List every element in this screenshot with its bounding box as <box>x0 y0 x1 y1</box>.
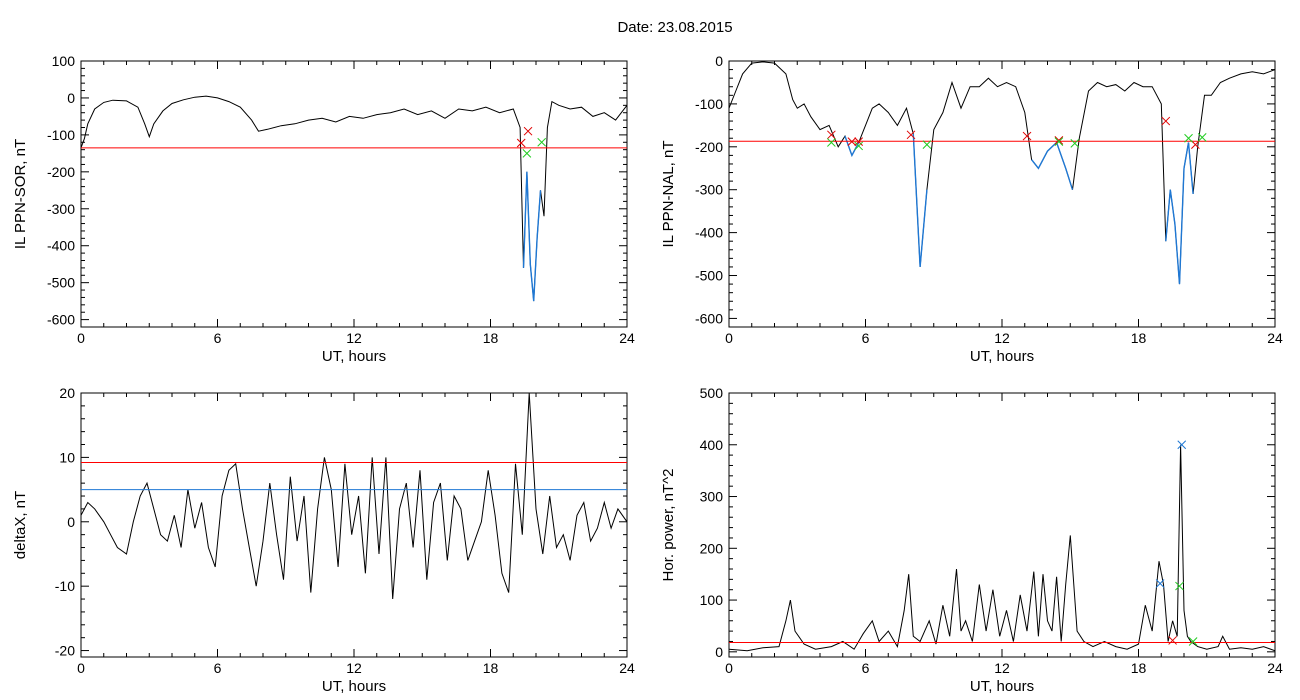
y-tick-label: 200 <box>700 540 724 556</box>
y-tick-label: -400 <box>695 225 723 241</box>
marker-red <box>847 137 857 147</box>
marker-red <box>516 138 526 148</box>
y-tick-label: 0 <box>715 644 723 660</box>
x-axis-label: UT, hours <box>970 678 1034 695</box>
x-tick-label: 6 <box>214 330 222 346</box>
y-tick-label: -300 <box>695 182 723 198</box>
marker-red <box>1161 116 1171 126</box>
series-line-1 <box>729 444 1275 652</box>
marker-green <box>922 140 932 150</box>
y-tick-label: -500 <box>695 268 723 284</box>
y-tick-label: -200 <box>47 164 75 180</box>
x-tick-label: 24 <box>619 660 635 676</box>
x-tick-label: 12 <box>994 660 1010 676</box>
y-tick-label: -600 <box>695 310 723 326</box>
marker-red <box>854 137 864 147</box>
marker-red <box>523 126 533 136</box>
marker-green <box>1054 137 1064 147</box>
marker-green <box>854 141 864 151</box>
y-tick-label: -10 <box>55 578 75 594</box>
x-tick-label: 6 <box>862 660 870 676</box>
marker-green <box>1175 581 1184 591</box>
marker-red <box>827 130 836 140</box>
highlight-segment-1 <box>844 135 860 158</box>
y-tick-label: 500 <box>700 385 724 401</box>
chart-panel-2: 0 6 12 18 24 0 -100 -200 -300 -400 -500 -600 UT, hou… <box>660 53 1283 365</box>
highlight-segment-4 <box>1165 142 1194 285</box>
x-axis-label: UT, hours <box>322 678 386 695</box>
marker-green <box>522 149 532 158</box>
y-tick-label: -100 <box>47 127 75 143</box>
marker-green <box>1070 139 1080 148</box>
y-tick-label: 400 <box>700 437 724 453</box>
y-tick-label: -400 <box>47 238 75 254</box>
y-tick-label: -20 <box>55 643 75 659</box>
y-tick-label: -300 <box>47 201 75 217</box>
marker-red <box>1022 131 1032 141</box>
series-line-1 <box>81 95 627 302</box>
x-tick-label: 0 <box>725 330 733 346</box>
x-tick-label: 18 <box>483 330 499 346</box>
y-axis-label: Hor. power, nT^2 <box>660 469 677 582</box>
x-tick-label: 12 <box>346 330 362 346</box>
x-tick-label: 0 <box>77 330 85 346</box>
marker-red <box>1168 636 1177 645</box>
x-tick-label: 24 <box>1267 660 1283 676</box>
chart-panel-1: 0 6 12 18 24 100 0 -100 -200 -300 -400 -500 -600 UT, … <box>12 53 635 365</box>
y-tick-label: 0 <box>67 514 75 530</box>
series-line-1 <box>81 393 627 600</box>
highlight-segment-1 <box>522 171 542 302</box>
x-axis-label: UT, hours <box>322 348 386 365</box>
chart-panel-3: 0 6 12 18 24 20 10 0 -10 -20 UT, hours deltaX, nT <box>12 385 635 695</box>
x-tick-label: 24 <box>619 330 635 346</box>
y-tick-label: -200 <box>695 139 723 155</box>
y-tick-label: 0 <box>715 53 723 69</box>
marker-green <box>537 137 547 147</box>
y-tick-label: 20 <box>59 385 75 401</box>
y-tick-label: -100 <box>695 96 723 112</box>
x-tick-label: 12 <box>346 660 362 676</box>
x-tick-label: 24 <box>1267 330 1283 346</box>
y-tick-label: -500 <box>47 275 75 291</box>
y-tick-label: 10 <box>59 449 75 465</box>
y-tick-label: 0 <box>67 90 75 106</box>
chart-panel-4: 0 6 12 18 24 500 400 300 200 100 0 UT, hours Hor. po… <box>660 385 1283 695</box>
x-tick-label: 18 <box>483 660 499 676</box>
x-tick-label: 0 <box>77 660 85 676</box>
marker-green <box>1197 133 1207 142</box>
marker-green <box>827 138 836 147</box>
marker-blue <box>1177 440 1187 450</box>
marker-green <box>1188 637 1198 646</box>
plot-frame <box>80 392 628 658</box>
marker-green <box>1184 133 1193 143</box>
marker-red <box>1054 136 1064 145</box>
page-title: Date: 23.08.2015 <box>617 19 733 36</box>
x-tick-label: 18 <box>1131 660 1147 676</box>
series-line-1 <box>729 61 1275 285</box>
y-axis-label: IL PPN-SOR, nT <box>12 139 29 249</box>
x-tick-label: 6 <box>214 660 222 676</box>
x-axis-label: UT, hours <box>970 348 1034 365</box>
x-tick-label: 18 <box>1131 330 1147 346</box>
y-tick-label: -600 <box>47 312 75 328</box>
highlight-segment-2 <box>912 133 928 267</box>
y-tick-label: 100 <box>52 53 76 69</box>
y-axis-label: deltaX, nT <box>12 491 29 559</box>
y-tick-label: 100 <box>700 592 724 608</box>
marker-blue <box>1155 579 1165 588</box>
y-axis-label: IL PPN-NAL, nT <box>660 141 677 248</box>
marker-red <box>906 130 916 140</box>
highlight-segment-3 <box>1031 141 1074 190</box>
plot-frame <box>728 392 1276 658</box>
x-tick-label: 0 <box>725 660 733 676</box>
x-tick-label: 12 <box>994 330 1010 346</box>
x-tick-label: 6 <box>862 330 870 346</box>
y-tick-label: 300 <box>700 489 724 505</box>
